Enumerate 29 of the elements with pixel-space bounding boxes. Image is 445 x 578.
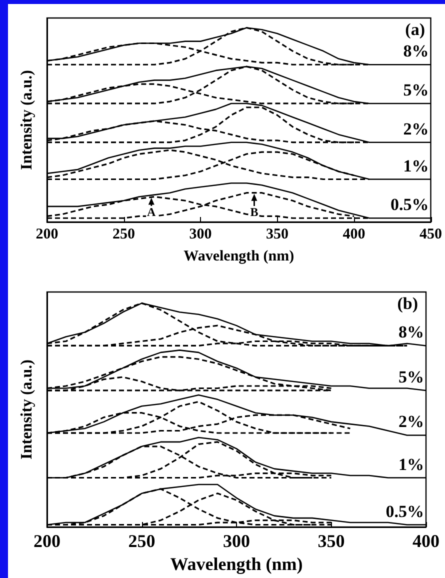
chart-title: (a) xyxy=(405,20,426,39)
series-label: 2% xyxy=(403,119,429,138)
x-tick-label: 350 xyxy=(266,226,288,242)
x-axis-title: Wavelength (nm) xyxy=(170,554,303,574)
series-label: 0.5% xyxy=(390,195,429,214)
x-axis-title: Wavelength (nm) xyxy=(184,248,294,264)
x-tick-label: 200 xyxy=(34,531,60,551)
chart-title: (b) xyxy=(397,294,418,313)
series-label: 2% xyxy=(398,412,424,432)
series-label: 8% xyxy=(403,42,429,61)
series-label: 0.5% xyxy=(386,502,424,521)
x-tick-label: 400 xyxy=(342,226,366,242)
x-tick-label: 200 xyxy=(36,226,58,242)
x-tick-label: 300 xyxy=(223,531,250,551)
x-tick-label: 400 xyxy=(412,531,440,551)
series-label: 5% xyxy=(403,80,429,100)
x-tick-label: 250 xyxy=(112,226,135,242)
x-tick-label: 350 xyxy=(318,531,345,551)
series-label: 1% xyxy=(398,454,424,474)
y-axis-title: Intensity (a.u.) xyxy=(18,359,36,460)
annotation: A xyxy=(147,205,156,219)
x-tick-label: 450 xyxy=(420,226,442,242)
x-tick-label: 300 xyxy=(189,226,212,242)
y-axis-title: Intensity (a.u.) xyxy=(18,70,36,170)
series-label: 8% xyxy=(398,322,424,342)
series-label: 1% xyxy=(403,156,429,176)
series-label: 5% xyxy=(398,367,424,386)
annotation: B xyxy=(250,205,258,219)
x-tick-label: 250 xyxy=(128,531,156,551)
